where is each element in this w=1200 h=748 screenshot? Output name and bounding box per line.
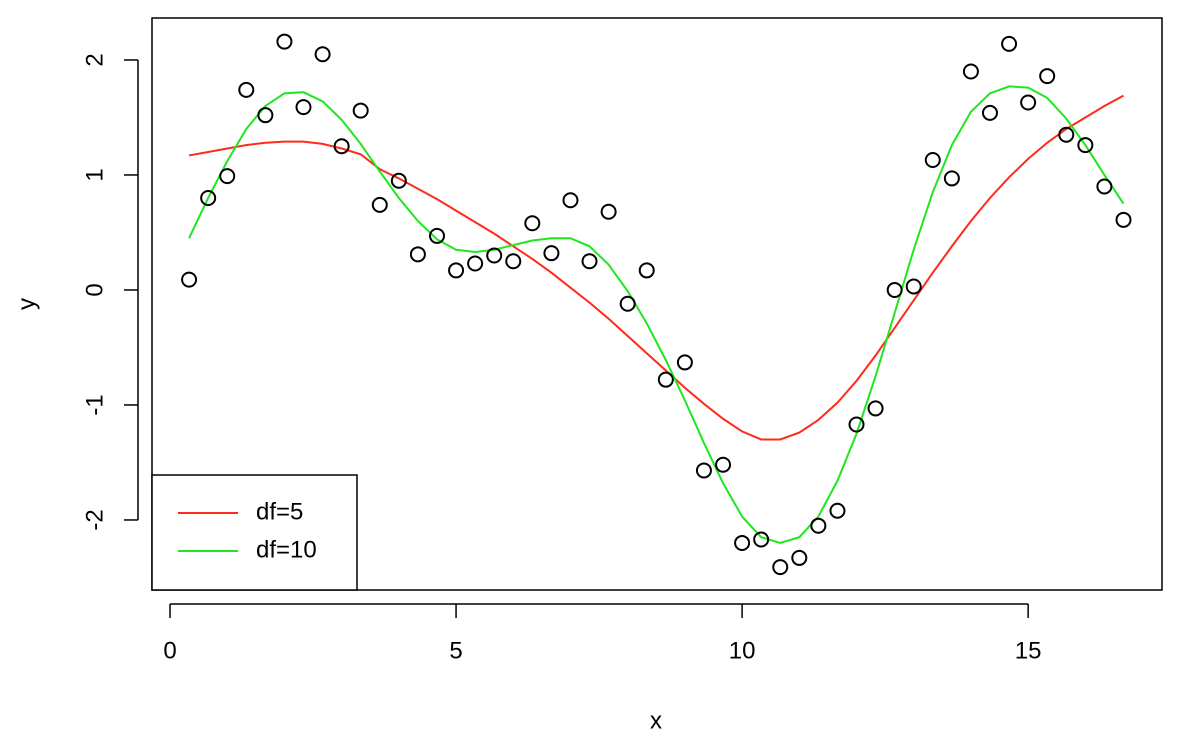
data-point <box>276 33 293 50</box>
data-point <box>219 168 236 185</box>
data-point <box>638 262 655 279</box>
data-point <box>1077 137 1094 154</box>
x-axis-title: x <box>650 707 662 734</box>
data-point <box>524 215 541 232</box>
data-point <box>848 416 865 433</box>
x-tick-label: 10 <box>729 637 756 664</box>
data-point <box>676 354 693 371</box>
data-point <box>810 517 827 534</box>
data-point <box>1058 126 1075 143</box>
data-point <box>1001 35 1018 52</box>
data-point <box>238 81 255 98</box>
data-point <box>734 534 751 551</box>
data-point <box>905 278 922 295</box>
data-point <box>829 502 846 519</box>
data-point <box>200 189 217 206</box>
data-point <box>619 295 636 312</box>
data-point <box>753 531 770 548</box>
data-point <box>1039 68 1056 85</box>
data-point <box>695 462 712 479</box>
data-point <box>257 107 274 124</box>
data-point <box>486 247 503 264</box>
data-point <box>1020 94 1037 111</box>
data-point <box>505 253 522 270</box>
y-tick-label: -2 <box>81 509 108 530</box>
y-tick-label: 2 <box>81 53 108 66</box>
plot-frame <box>151 17 1163 591</box>
data-point <box>333 138 350 155</box>
data-point <box>543 245 560 262</box>
data-point <box>295 99 312 116</box>
data-point <box>314 46 331 63</box>
data-point <box>600 203 617 220</box>
data-point <box>429 227 446 244</box>
data-point <box>981 104 998 121</box>
legend-label: df=10 <box>256 536 317 563</box>
data-point <box>962 63 979 80</box>
legend-label: df=5 <box>256 498 303 525</box>
data-point <box>772 559 789 576</box>
y-tick-label: 0 <box>81 283 108 296</box>
data-point <box>448 262 465 279</box>
data-point <box>886 281 903 298</box>
data-point <box>791 549 808 566</box>
data-point <box>390 172 407 189</box>
fit-line <box>188 85 1125 545</box>
y-axis-title: y <box>13 298 40 310</box>
legend-box <box>151 474 358 591</box>
data-point <box>867 400 884 417</box>
data-point <box>657 371 674 388</box>
data-point <box>581 253 598 270</box>
y-tick-label: 1 <box>81 168 108 181</box>
data-point <box>715 456 732 473</box>
data-point <box>943 170 960 187</box>
data-point <box>467 255 484 272</box>
data-point <box>562 192 579 209</box>
fit-line <box>188 94 1124 441</box>
data-point <box>352 102 369 119</box>
data-point <box>924 152 941 169</box>
data-point <box>1115 211 1132 228</box>
y-tick-label: -1 <box>81 394 108 415</box>
x-tick-label: 5 <box>449 637 462 664</box>
data-point <box>409 246 426 263</box>
data-point <box>1096 178 1113 195</box>
x-tick-label: 15 <box>1015 637 1042 664</box>
data-point <box>371 196 388 213</box>
data-point <box>181 271 198 288</box>
x-tick-label: 0 <box>163 637 176 664</box>
